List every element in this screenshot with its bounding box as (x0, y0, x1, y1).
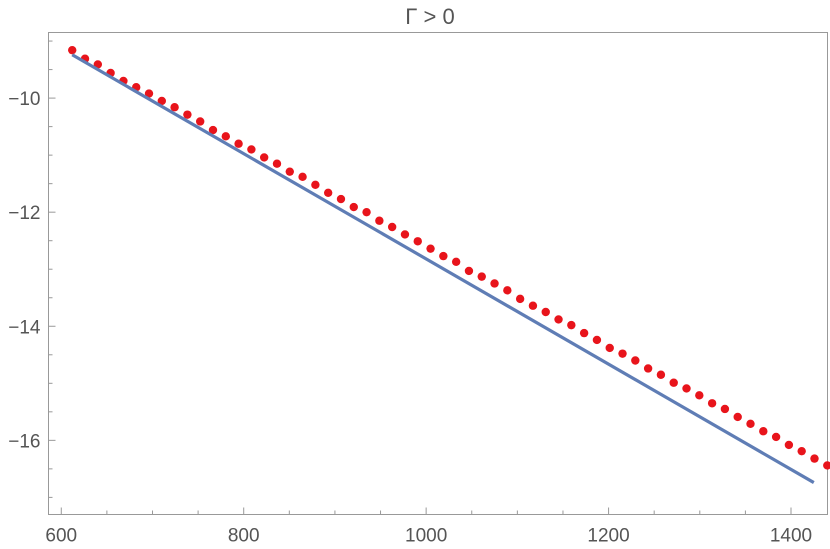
data-point (413, 237, 422, 246)
data-point (259, 153, 269, 162)
x-tick-label: 1000 (405, 526, 447, 547)
data-point (605, 343, 614, 353)
data-point (387, 222, 397, 232)
data-point (720, 404, 730, 414)
data-point (477, 272, 486, 281)
data-point (157, 96, 167, 106)
data-point (618, 349, 627, 358)
data-point (656, 370, 666, 379)
plot-frame (48, 32, 828, 515)
x-tick-label: 1400 (770, 526, 812, 547)
fit-line (71, 53, 815, 484)
x-tick-label: 1200 (587, 526, 629, 547)
data-point (144, 89, 154, 98)
data-point (784, 440, 794, 450)
data-point (272, 159, 282, 168)
data-point (643, 364, 653, 373)
data-point (682, 384, 691, 393)
data-point (554, 315, 563, 324)
y-tick-label: −14 (8, 317, 41, 338)
x-tick-label: 600 (45, 526, 77, 547)
data-point (336, 194, 346, 204)
data-point (362, 207, 371, 217)
data-point (823, 461, 830, 470)
x-tick-label: 800 (228, 526, 260, 547)
data-point (631, 356, 640, 365)
y-tick-label: −16 (8, 431, 40, 452)
data-point (285, 167, 294, 176)
data-point (746, 419, 755, 429)
data-point (400, 230, 410, 239)
data-point (183, 110, 192, 119)
fit-line-series (71, 53, 815, 484)
data-point (771, 432, 781, 442)
data-point (733, 412, 742, 422)
y-tick-label: −12 (8, 203, 40, 224)
data-point (579, 328, 589, 338)
data-point (68, 45, 77, 55)
data-point (208, 125, 218, 135)
data-point (515, 294, 525, 304)
data-point (170, 103, 179, 112)
data-point (464, 266, 474, 276)
data-point (349, 202, 358, 212)
chart-title: Γ > 0 (405, 4, 454, 29)
data-point (695, 391, 704, 400)
data-point (567, 320, 576, 330)
data-point (797, 446, 806, 456)
data-point (298, 172, 307, 182)
data-point (311, 180, 320, 190)
data-point (323, 188, 333, 197)
data-point (426, 244, 435, 253)
data-point (592, 335, 602, 345)
data-point (439, 251, 448, 261)
data-point (195, 117, 205, 126)
y-tick-label: −10 (8, 89, 40, 110)
data-point (490, 279, 499, 288)
data-point (669, 378, 678, 387)
data-point (234, 139, 243, 148)
data-point (247, 145, 256, 154)
scatter-series (68, 45, 830, 470)
y-axis: −10 −12 −14 −16 (8, 40, 56, 498)
data-point (451, 257, 461, 267)
data-point (503, 286, 512, 295)
data-point (759, 427, 768, 436)
data-point (707, 399, 717, 408)
data-point (528, 301, 538, 310)
data-point (221, 132, 230, 141)
data-point (375, 216, 384, 225)
data-point (810, 454, 819, 463)
data-point (541, 307, 550, 317)
x-axis: 600 800 1000 1200 1400 (45, 507, 812, 547)
